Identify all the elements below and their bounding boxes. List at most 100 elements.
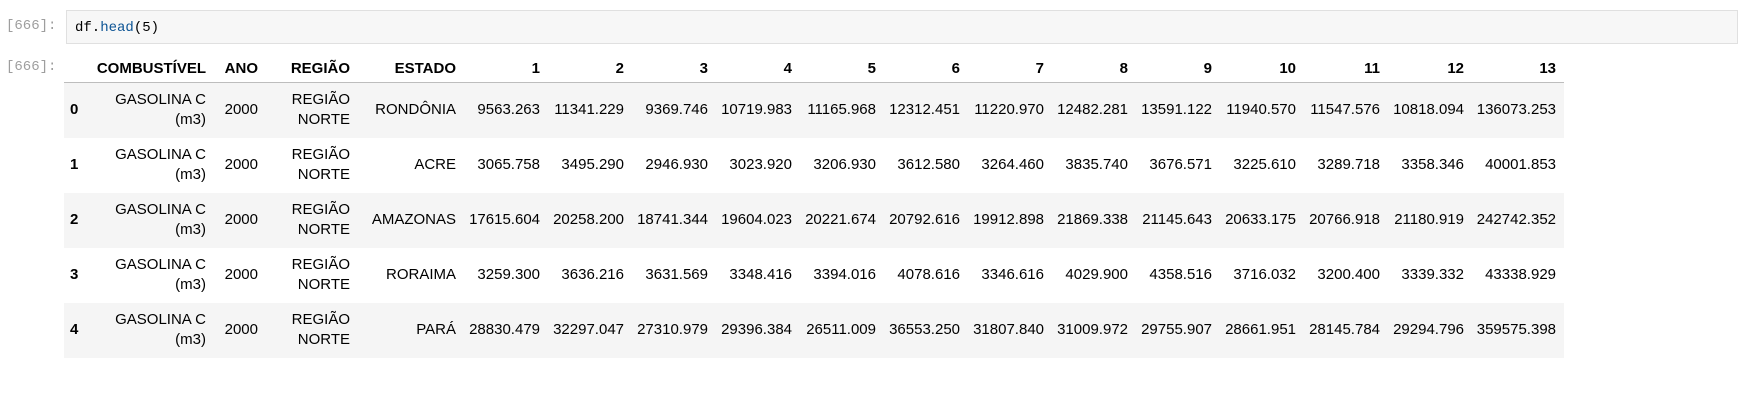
table-row: 4 GASOLINA C (m3) 2000 REGIÃO NORTE PARÁ 28830.…	[64, 302, 1564, 358]
code-editor[interactable]: df.head(5)	[66, 10, 1738, 44]
value-cell: 359575.398	[1476, 321, 1556, 338]
value-cell: 11220.970	[974, 101, 1044, 119]
value-cell: 32297.047	[553, 321, 624, 338]
column-header: 1	[464, 56, 548, 83]
code-function: head	[100, 20, 134, 36]
regiao-cell: REGIÃO NORTE	[266, 248, 358, 303]
value-cell: 3348.416	[729, 266, 792, 283]
value-cell: 11940.570	[1226, 101, 1296, 119]
value-cell: 3835.740	[1065, 156, 1128, 173]
regiao-cell-line: REGIÃO	[291, 91, 350, 109]
value-cell: 43338.929	[1485, 266, 1556, 283]
column-header: 3	[632, 56, 716, 83]
combustivel-cell: GASOLINA C (m3)	[94, 138, 214, 193]
output-cell: [666]: COMBUSTÍVEL ANO REGIÃO ESTADO 1 2 3 4 5 6 7…	[0, 56, 1744, 400]
ano-cell: 2000	[224, 321, 258, 338]
value-cell: 29755.907	[1141, 321, 1212, 338]
value-cell: 2946.930	[645, 156, 708, 173]
regiao-cell-line: NORTE	[297, 221, 350, 238]
column-header: COMBUSTÍVEL	[94, 56, 214, 83]
regiao-cell-line: REGIÃO	[291, 201, 350, 218]
value-cell: 3716.032	[1233, 266, 1296, 283]
column-header: 4	[716, 56, 800, 83]
value-cell: 29396.384	[721, 321, 792, 338]
value-cell: 11547.576	[1310, 101, 1380, 119]
row-index: 3	[70, 266, 79, 283]
regiao-cell-line: REGIÃO	[291, 256, 350, 273]
regiao-cell-line: REGIÃO	[291, 146, 350, 163]
value-cell: 9563.263	[477, 101, 540, 119]
index-header	[64, 56, 94, 83]
combustivel-cell-line: (m3)	[175, 276, 206, 293]
column-header: 7	[968, 56, 1052, 83]
value-cell: 242742.352	[1476, 211, 1556, 228]
row-index: 0	[70, 101, 79, 119]
value-cell: 3289.718	[1317, 156, 1380, 173]
value-cell: 4078.616	[897, 266, 960, 283]
value-cell: 136073.253	[1476, 101, 1556, 119]
column-header: 8	[1052, 56, 1136, 83]
code-args: (5)	[133, 20, 160, 36]
value-cell: 11341.229	[554, 101, 624, 119]
input-cell[interactable]: [666]: df.head(5)	[0, 10, 1744, 44]
value-cell: 3358.346	[1401, 156, 1464, 173]
row-index: 2	[70, 211, 79, 228]
value-cell: 26511.009	[806, 321, 876, 338]
value-cell: 3612.580	[897, 156, 960, 173]
value-cell: 3339.332	[1401, 266, 1464, 283]
value-cell: 31009.972	[1057, 321, 1128, 338]
value-cell: 21869.338	[1057, 211, 1128, 228]
estado-cell: AMAZONAS	[371, 211, 456, 228]
row-index: 4	[70, 321, 79, 338]
value-cell: 11165.968	[807, 101, 876, 119]
table-row: 0 GASOLINA C (m3) 2000 REGIÃO NORTE RONDÔNIA 95…	[64, 82, 1564, 138]
value-cell: 3676.571	[1149, 156, 1212, 173]
value-cell: 20766.918	[1309, 211, 1380, 228]
estado-cell: ACRE	[414, 156, 456, 173]
value-cell: 19604.023	[721, 211, 792, 228]
value-cell: 10818.094	[1393, 101, 1464, 119]
value-cell: 28830.479	[469, 321, 540, 338]
combustivel-cell-line: GASOLINA C	[115, 201, 206, 218]
combustivel-cell-line: (m3)	[175, 331, 206, 348]
value-cell: 20633.175	[1225, 211, 1296, 228]
value-cell: 29294.796	[1393, 321, 1464, 338]
column-header: ESTADO	[358, 56, 464, 83]
header-row: COMBUSTÍVEL ANO REGIÃO ESTADO 1 2 3 4 5 6 7 8 9 10 11 1…	[64, 56, 1564, 83]
ano-cell: 2000	[224, 156, 258, 173]
value-cell: 20792.616	[889, 211, 960, 228]
value-cell: 40001.853	[1485, 156, 1556, 173]
value-cell: 3346.616	[981, 266, 1044, 283]
column-header: 12	[1388, 56, 1472, 83]
combustivel-cell-line: (m3)	[175, 221, 206, 238]
combustivel-cell: GASOLINA C (m3)	[94, 83, 214, 138]
regiao-cell-line: NORTE	[297, 276, 350, 293]
value-cell: 3065.758	[477, 156, 540, 173]
ano-cell: 2000	[224, 266, 258, 283]
column-header: 9	[1136, 56, 1220, 83]
output-prompt: [666]:	[6, 59, 57, 75]
column-header: 2	[548, 56, 632, 83]
value-cell: 3200.400	[1317, 266, 1380, 283]
regiao-cell: REGIÃO NORTE	[266, 193, 358, 248]
column-header: 5	[800, 56, 884, 83]
column-header: 6	[884, 56, 968, 83]
value-cell: 4358.516	[1149, 266, 1212, 283]
value-cell: 10719.983	[721, 101, 792, 119]
table-row: 3 GASOLINA C (m3) 2000 REGIÃO NORTE RORAIMA 325…	[64, 248, 1564, 303]
ano-cell: 2000	[224, 211, 258, 228]
dataframe-table: COMBUSTÍVEL ANO REGIÃO ESTADO 1 2 3 4 5 6 7 8 9 10 11 1…	[64, 56, 1564, 358]
value-cell: 3206.930	[813, 156, 876, 173]
value-cell: 3495.290	[561, 156, 624, 173]
combustivel-cell-line: GASOLINA C	[115, 311, 206, 328]
value-cell: 36553.250	[889, 321, 960, 338]
value-cell: 20221.674	[805, 211, 876, 228]
value-cell: 12482.281	[1057, 101, 1128, 119]
value-cell: 18741.344	[637, 211, 708, 228]
value-cell: 4029.900	[1065, 266, 1128, 283]
value-cell: 3225.610	[1233, 156, 1296, 173]
regiao-cell-line: NORTE	[297, 331, 350, 348]
estado-cell: RONDÔNIA	[375, 101, 456, 119]
combustivel-cell-line: GASOLINA C	[115, 146, 206, 163]
estado-cell: PARÁ	[416, 321, 456, 338]
